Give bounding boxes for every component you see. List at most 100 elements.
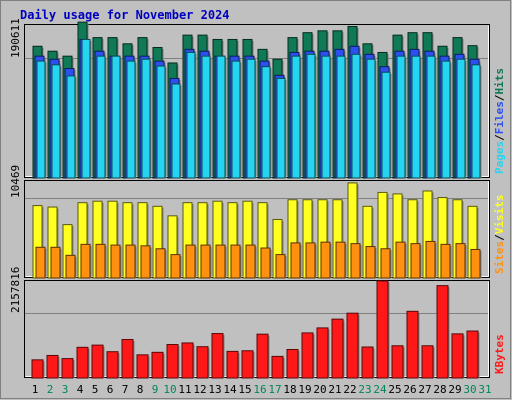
- legend-entry: /: [493, 234, 506, 241]
- bar-kbytes: [211, 333, 224, 379]
- bar-kbytes: [466, 330, 479, 379]
- bar-sites: [305, 242, 316, 279]
- bar-pages: [276, 77, 286, 179]
- x-day-label: 21: [328, 383, 341, 396]
- bar-pages: [456, 58, 466, 179]
- bar-kbytes: [31, 359, 44, 379]
- bar-sites: [35, 246, 46, 279]
- legend-entry: Hits: [493, 68, 506, 95]
- x-day-label: 7: [122, 383, 129, 396]
- bar-sites: [290, 242, 301, 279]
- x-day-label: 9: [152, 383, 159, 396]
- bar-sites: [260, 247, 271, 279]
- x-day-label: 20: [313, 383, 326, 396]
- bar-sites: [245, 244, 256, 279]
- legend-entry: Pages: [493, 141, 506, 174]
- bar-pages: [306, 53, 316, 179]
- x-day-label: 12: [193, 383, 206, 396]
- x-day-label: 4: [77, 383, 84, 396]
- bar-sites: [215, 244, 226, 279]
- x-day-label: 16: [253, 383, 266, 396]
- bar-kbytes: [316, 327, 329, 379]
- bar-kbytes: [301, 332, 314, 379]
- bar-pages: [441, 60, 451, 179]
- bar-kbytes: [166, 343, 179, 379]
- bar-kbytes: [286, 349, 299, 379]
- bar-sites: [230, 244, 241, 279]
- bar-kbytes: [136, 354, 149, 379]
- bar-sites: [95, 243, 106, 279]
- x-day-label: 30: [463, 383, 476, 396]
- x-day-label: 23: [358, 383, 371, 396]
- bar-pages: [216, 55, 226, 179]
- bar-kbytes: [451, 333, 464, 379]
- legend-visits-sites: Sites/Visits: [493, 195, 506, 275]
- bar-pages: [51, 64, 61, 179]
- x-day-label: 26: [403, 383, 416, 396]
- x-day-label: 11: [178, 383, 191, 396]
- x-day-label: 13: [208, 383, 221, 396]
- bar-pages: [201, 55, 211, 179]
- x-day-label: 29: [448, 383, 461, 396]
- bar-pages: [246, 58, 256, 179]
- bar-sites: [140, 245, 151, 279]
- legend-entry: Visits: [493, 195, 506, 235]
- bar-pages: [321, 55, 331, 179]
- legend-entry: Sites: [493, 241, 506, 274]
- bar-pages: [471, 64, 481, 179]
- bar-kbytes: [76, 346, 89, 379]
- bar-sites: [335, 241, 346, 279]
- bar-kbytes: [121, 338, 134, 379]
- bar-sites: [80, 243, 91, 279]
- bar-kbytes: [46, 354, 59, 379]
- bar-pages: [36, 60, 46, 179]
- bar-sites: [470, 248, 481, 279]
- bar-kbytes: [61, 358, 74, 379]
- panel-visits-sites: 10469 Sites/Visits: [9, 165, 506, 279]
- bar-sites: [320, 241, 331, 279]
- bar-pages: [111, 55, 121, 179]
- bar-pages: [291, 55, 301, 179]
- bar-sites: [275, 254, 286, 279]
- bar-sites: [50, 246, 61, 279]
- x-day-label: 14: [223, 383, 237, 396]
- bar-pages: [261, 66, 271, 179]
- x-day-label: 25: [388, 383, 401, 396]
- x-day-label: 18: [283, 383, 296, 396]
- bar-pages: [381, 71, 391, 179]
- bar-kbytes: [151, 351, 164, 379]
- bar-kbytes: [406, 310, 419, 379]
- bar-sites: [395, 241, 406, 279]
- legend-hits-files-pages: Pages/Files/Hits: [493, 68, 506, 174]
- x-day-label: 19: [298, 383, 311, 396]
- bar-kbytes: [436, 285, 449, 379]
- bar-kbytes: [241, 350, 254, 379]
- bar-kbytes: [226, 350, 239, 379]
- bar-sites: [155, 248, 166, 279]
- bar-sites: [365, 246, 376, 279]
- bar-sites: [380, 248, 391, 279]
- x-day-label: 27: [418, 383, 431, 396]
- x-day-label: 17: [268, 383, 281, 396]
- bar-pages: [141, 58, 151, 179]
- legend-entry: /: [493, 134, 506, 141]
- bar-pages: [126, 60, 136, 179]
- bar-pages: [351, 53, 361, 179]
- bar-kbytes: [391, 345, 404, 379]
- bar-kbytes: [346, 312, 359, 379]
- bar-kbytes: [256, 333, 269, 379]
- x-day-label: 31: [478, 383, 491, 396]
- bar-kbytes: [376, 280, 389, 379]
- bar-pages: [426, 55, 436, 179]
- bar-pages: [96, 55, 106, 179]
- bar-kbytes: [91, 344, 104, 379]
- bar-sites: [125, 244, 136, 279]
- x-day-label: 2: [47, 383, 54, 396]
- bar-kbytes: [196, 346, 209, 379]
- bar-pages: [171, 83, 181, 179]
- bar-sites: [170, 254, 181, 279]
- bar-kbytes: [106, 351, 119, 379]
- bar-pages: [396, 55, 406, 179]
